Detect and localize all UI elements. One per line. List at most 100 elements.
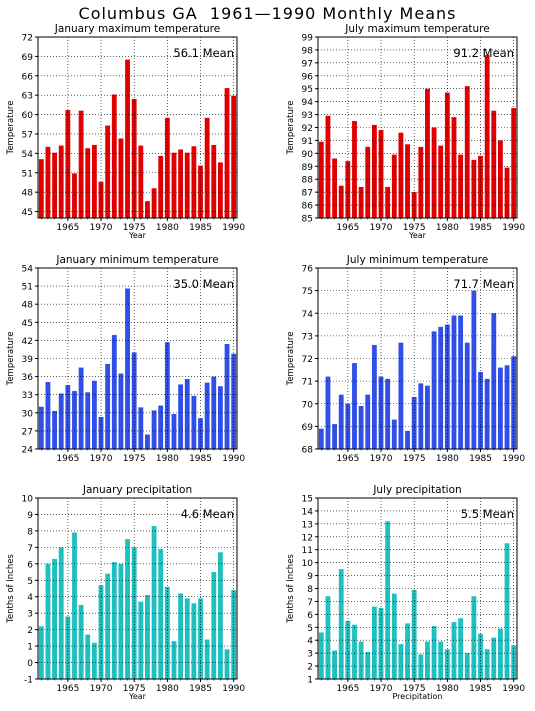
y-tick-label: 4 (307, 637, 313, 647)
bar-1964 (58, 547, 64, 679)
bar-1964 (338, 394, 344, 449)
bar-1961 (38, 159, 44, 218)
mean-label: 91.2 Mean (453, 46, 514, 60)
bar-1974 (405, 623, 410, 679)
page-title: Columbus GA 1961—1990 Monthly Means (78, 4, 457, 23)
y-tick-label: 90 (302, 150, 314, 160)
y-tick-label: 3 (27, 610, 33, 620)
bar-1978 (151, 525, 157, 679)
x-tick-label: 1975 (403, 454, 426, 464)
y-axis-label: Tenths of Inches (6, 554, 16, 624)
y-tick-label: 24 (22, 446, 34, 456)
mean-label: 71.7 Mean (453, 277, 514, 291)
mean-label: 4.6 Mean (181, 507, 234, 521)
y-tick-label: 99 (302, 34, 314, 44)
bar-1965 (345, 161, 351, 218)
y-tick-label: 54 (22, 265, 34, 275)
bar-1972 (111, 94, 117, 218)
bar-1989 (224, 649, 230, 679)
chart-panel-3: 24 27 30 33 36 39 42 45 48 51 54 1965 1970 1975 1980 19… (6, 254, 245, 464)
bar-1966 (72, 173, 77, 218)
bar-1967 (78, 367, 84, 449)
bar-1973 (118, 373, 124, 449)
bar-1965 (345, 620, 351, 679)
bar-1969 (91, 642, 97, 679)
bar-1981 (171, 641, 177, 679)
x-tick-label: 1965 (56, 454, 79, 464)
x-tick-label: 1965 (336, 223, 359, 233)
bar-1966 (72, 391, 77, 449)
bar-1980 (164, 342, 170, 449)
y-tick-label: 89 (302, 163, 314, 173)
bar-1981 (171, 414, 177, 449)
x-tick-label: 1965 (336, 684, 359, 694)
y-tick-label: 10 (22, 495, 34, 505)
bar-1990 (231, 353, 237, 449)
y-tick-label: 87 (302, 189, 313, 199)
x-tick-label: 1965 (56, 223, 79, 233)
bar-1967 (358, 406, 364, 449)
bar-1962 (45, 146, 51, 218)
bar-1979 (438, 641, 444, 679)
bar-1980 (444, 92, 450, 218)
y-tick-label: 14 (302, 507, 314, 517)
bar-1967 (78, 604, 84, 679)
bar-1971 (105, 573, 111, 679)
bar-1985 (478, 372, 483, 449)
y-tick-label: 94 (302, 98, 314, 108)
x-tick-label: 1965 (336, 454, 359, 464)
bar-1963 (332, 424, 337, 449)
bar-1969 (371, 344, 377, 449)
x-tick-label: 1985 (469, 223, 492, 233)
bar-1986 (204, 639, 210, 679)
y-tick-label: 54 (22, 150, 34, 160)
y-tick-label: 69 (22, 53, 34, 63)
bar-1977 (425, 385, 430, 449)
x-tick-label: 1975 (403, 684, 426, 694)
bar-1984 (471, 290, 477, 450)
bar-1968 (365, 651, 371, 679)
bar-1987 (491, 110, 497, 218)
bar-1980 (444, 649, 450, 679)
y-tick-label: 8 (307, 585, 313, 595)
y-axis-label: Temperature (6, 332, 16, 387)
x-axis-label: Year (408, 231, 427, 240)
bar-1969 (91, 144, 97, 218)
bar-1966 (352, 121, 357, 218)
bar-1985 (198, 165, 203, 218)
bar-1967 (78, 110, 84, 218)
y-tick-label: 96 (302, 72, 314, 82)
plot-frame (37, 36, 238, 219)
bar-1983 (464, 342, 470, 449)
bar-1971 (105, 363, 111, 449)
y-tick-label: 70 (302, 400, 314, 410)
chart-panel-2: 85 86 87 88 89 90 91 92 93 94 95 96 97 98 99 1965 1970 19… (286, 23, 525, 240)
x-tick-label: 1985 (189, 223, 212, 233)
bar-1976 (418, 654, 424, 679)
bar-1968 (365, 146, 371, 218)
bar-1969 (371, 124, 377, 218)
mean-label: 56.1 Mean (173, 46, 234, 60)
y-tick-label: 73 (302, 332, 313, 342)
chart-title: July precipitation (372, 484, 461, 496)
y-tick-label: 51 (22, 169, 33, 179)
bar-1986 (204, 117, 210, 218)
bar-1963 (52, 558, 57, 679)
y-tick-label: 97 (302, 59, 313, 69)
bar-1987 (211, 572, 217, 679)
y-tick-label: 85 (302, 215, 313, 225)
bar-1973 (118, 138, 124, 218)
bar-1990 (511, 645, 517, 679)
bar-1979 (438, 326, 444, 449)
bar-1983 (184, 598, 190, 679)
bar-1972 (391, 593, 397, 679)
y-tick-label: 39 (22, 355, 34, 365)
y-tick-label: 51 (22, 283, 33, 293)
y-axis-label: Tenths of Inches (286, 554, 296, 624)
y-tick-label: 2 (27, 626, 33, 636)
bar-1961 (38, 406, 44, 449)
bar-1987 (211, 144, 217, 218)
y-tick-label: 4 (27, 593, 33, 603)
x-tick-label: 1975 (403, 223, 426, 233)
bar-1967 (358, 641, 364, 679)
